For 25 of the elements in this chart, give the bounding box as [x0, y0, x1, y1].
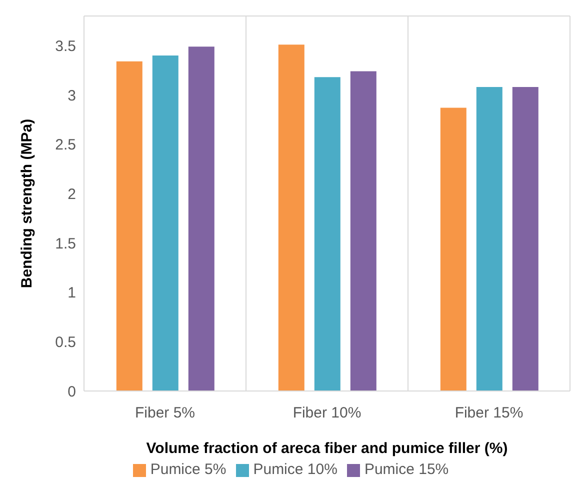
bar — [152, 55, 178, 391]
y-axis-title: Bending strength (MPa) — [18, 118, 36, 288]
bar — [278, 44, 304, 391]
x-axis-title: Volume fraction of areca fiber and pumice filler (%) — [146, 440, 508, 457]
y-tick-label: 3 — [68, 87, 76, 104]
x-tick-label: Fiber 5% — [134, 404, 196, 422]
y-tick-label: 1.5 — [55, 235, 76, 252]
y-tick-label: 2.5 — [55, 136, 76, 154]
legend-label: Pumice 5% — [150, 461, 226, 478]
bar — [116, 61, 142, 391]
x-tick-label: Fiber 10% — [292, 404, 362, 422]
bar — [476, 87, 502, 391]
bar — [314, 77, 340, 391]
y-tick-label: 0.5 — [55, 334, 76, 351]
legend-label: Pumice 10% — [253, 461, 338, 478]
y-tick-label: 1 — [68, 284, 76, 302]
bar — [350, 71, 376, 391]
bar — [440, 108, 466, 391]
y-tick-label: 0 — [68, 383, 76, 400]
bar — [188, 46, 214, 391]
bar — [512, 87, 538, 391]
y-tick-label: 2 — [68, 186, 76, 203]
x-tick-label: Fiber 15% — [454, 404, 524, 422]
legend-label: Pumice 15% — [364, 461, 449, 478]
y-tick-label: 3.5 — [55, 38, 76, 55]
